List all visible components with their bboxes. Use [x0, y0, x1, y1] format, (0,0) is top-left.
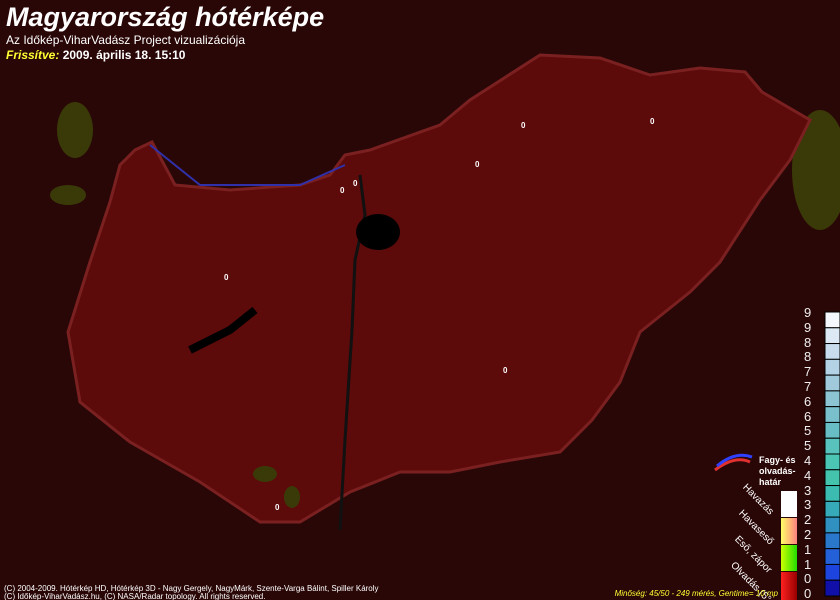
colorbar-segment [824, 485, 840, 502]
legend-swatch-rain [781, 545, 797, 571]
depth-colorbar [824, 311, 840, 597]
quality-info: Minőség: 45/50 - 249 mérés, Gentime= 10 … [614, 589, 778, 598]
scale-label: 2 [804, 527, 812, 542]
copyright-line-1: (C) 2004-2009. Hótérkép HD, Hótérkép 3D … [4, 584, 379, 593]
scale-label: 3 [804, 497, 812, 513]
colorbar-segment [824, 421, 840, 439]
scale-label: 1 [804, 541, 812, 557]
updated-time: Frissítve: 2009. április 18. 15:10 [6, 48, 185, 62]
hungary-shape [66, 53, 812, 524]
colorbar-segment [824, 437, 840, 455]
colorbar-segment [824, 516, 840, 534]
legend-swatch-snow [781, 491, 797, 517]
scale-label: 4 [804, 453, 812, 468]
snow-area [284, 486, 300, 508]
scale-label: 0 [804, 586, 812, 600]
thaw-line-icon [716, 453, 753, 468]
scale-label: 5 [804, 423, 812, 439]
scale-label: 7 [804, 364, 812, 380]
colorbar-segment [824, 469, 840, 487]
snow-area [253, 466, 277, 482]
scale-label: 5 [804, 438, 812, 454]
budapest [356, 214, 400, 250]
scale-label: 8 [804, 349, 812, 365]
station-value: 0 [521, 121, 526, 130]
frost-line-label: Fagy- és olvadás-határ [759, 455, 796, 487]
danube-river [338, 174, 367, 531]
colorbar-segment [824, 453, 840, 471]
legend-swatch-sleet [781, 518, 797, 544]
colorbar-segment [824, 563, 840, 581]
station-value: 0 [275, 503, 280, 512]
colorbar-segment [824, 343, 840, 360]
border-river [149, 144, 346, 186]
station-value: 0 [224, 273, 229, 282]
scale-label: 0 [804, 571, 812, 587]
scale-label: 3 [804, 482, 812, 498]
updated-value: 2009. április 18. 15:10 [62, 48, 186, 62]
colorbar-segment [824, 548, 840, 565]
colorbar-segment [824, 532, 840, 550]
station-value: 0 [503, 366, 508, 375]
station-value: 0 [340, 186, 345, 195]
snow-area [57, 102, 93, 158]
colorbar-segment [824, 311, 840, 329]
colorbar-segment [824, 406, 840, 423]
scale-label: 4 [804, 467, 812, 483]
colorbar-segment [824, 579, 840, 597]
scale-label: 7 [804, 379, 812, 394]
lake-balaton [188, 306, 258, 354]
snow-area [792, 110, 840, 230]
scale-label: 2 [804, 512, 812, 528]
scale-label: 6 [804, 408, 812, 424]
station-value: 0 [650, 117, 655, 126]
frost-line-icon [714, 458, 751, 472]
scale-label: 9 [804, 319, 812, 335]
colorbar-segment [824, 374, 840, 392]
colorbar-segment [824, 500, 840, 518]
legend-swatch-melt [781, 572, 797, 600]
colorbar-segment [824, 358, 840, 376]
scale-label: 9 [804, 305, 812, 320]
station-value: 0 [353, 179, 358, 188]
snow-area [50, 185, 86, 205]
page-title: Magyarország hótérképe [6, 2, 325, 32]
scale-label: 8 [804, 334, 812, 350]
scale-label: 1 [804, 556, 812, 572]
scale-label: 6 [804, 393, 812, 409]
station-value: 0 [475, 160, 480, 169]
subtitle: Az Időkép-ViharVadász Project vizualizác… [6, 33, 246, 47]
colorbar-segment [824, 327, 840, 345]
updated-label: Frissítve: [6, 48, 60, 62]
colorbar-segment [824, 390, 840, 408]
copyright-line-2: (C) Időkép-ViharVadász.hu, (C) NASA/Rada… [4, 592, 266, 600]
